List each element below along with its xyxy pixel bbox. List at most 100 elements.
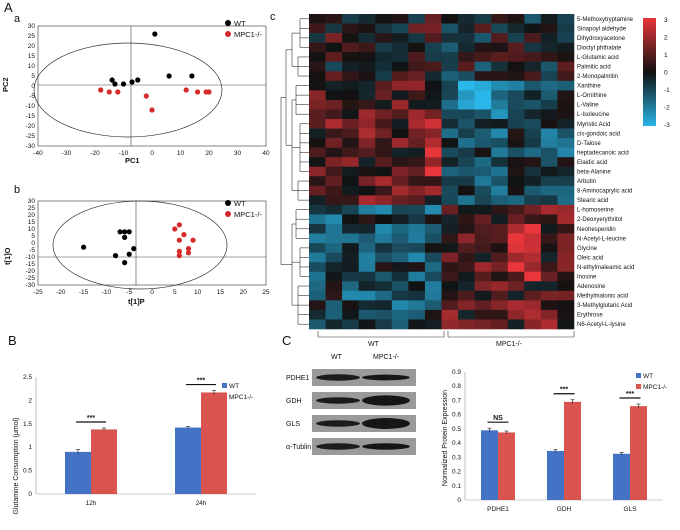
color-scale-label: -3: [664, 122, 670, 129]
barC-ytick: 0.8: [452, 383, 461, 390]
heatmap-cell: [391, 176, 409, 187]
heatmap-row-label: 8-Aminocaprylic acid: [577, 189, 632, 195]
heatmap-cell: [358, 128, 376, 139]
heatmap-cell: [358, 195, 376, 206]
heatmap-cell: [507, 42, 525, 53]
heatmap-cell: [309, 61, 326, 72]
pls-point-mpc: [172, 226, 178, 232]
heatmap-cell: [507, 281, 525, 292]
heatmap-row-label: Methylmalonic acid: [577, 294, 628, 300]
pls-point-mpc: [185, 250, 192, 256]
heatmap-cell: [375, 99, 393, 110]
heatmap-cell: [375, 33, 393, 43]
heatmap-cell: [375, 204, 393, 215]
heatmap-cell: [408, 52, 426, 63]
heatmap-cell: [458, 166, 475, 177]
heatmap-cell: [408, 23, 426, 34]
heatmap-cell: [540, 252, 558, 263]
heatmap-cell: [458, 109, 475, 120]
heatmap-cell: [540, 262, 558, 273]
pca-ytick: -10: [26, 103, 36, 110]
heatmap-cell: [458, 281, 475, 292]
heatmap-cell: [309, 252, 326, 263]
heatmap-cell: [491, 252, 509, 263]
heatmap-cell: [325, 99, 343, 110]
heatmap-cell: [375, 166, 393, 177]
pca-point-mpc: [115, 89, 121, 95]
heatmap-cell: [358, 300, 376, 311]
plsda-legend-mpc: MPC1-/-: [234, 210, 262, 219]
heatmap-cell: [458, 14, 475, 24]
heatmap-cell: [524, 109, 542, 120]
barC-ytick: 0.2: [452, 469, 461, 476]
heatmap-cell: [540, 90, 558, 101]
heatmap-cell: [507, 309, 525, 320]
heatmap-cell: [375, 214, 393, 225]
pls-point-mpc: [190, 237, 196, 243]
pca-point-wt: [135, 77, 141, 83]
heatmap-cell: [540, 166, 558, 177]
heatmap-cell: [391, 33, 409, 43]
heatmap-cell: [441, 109, 459, 120]
heatmap-cell: [342, 176, 359, 187]
heatmap-cell: [358, 243, 376, 253]
pca-point-mpc: [206, 89, 212, 95]
heatmap-cell: [358, 224, 376, 234]
heatmap-cell: [391, 262, 409, 273]
heatmap-cell: [358, 281, 376, 292]
heatmap-cell: [557, 166, 575, 177]
pca-point-wt: [152, 31, 158, 37]
barB-ytick: 1: [28, 444, 32, 451]
heatmap-cell: [491, 300, 509, 311]
heatmap-cell: [557, 271, 575, 282]
heatmap-cell: [408, 176, 426, 187]
pls-point-mpc: [176, 237, 182, 243]
pca-point-wt: [166, 73, 172, 79]
heatmap-cell: [524, 33, 542, 43]
heatmap-cell: [441, 99, 459, 110]
heatmap-cell: [391, 119, 409, 129]
heatmap-cell: [474, 185, 492, 196]
heatmap-cell: [375, 319, 393, 330]
barC-ytick: 0.4: [452, 440, 461, 447]
pls-xtick: 15: [217, 289, 225, 296]
heatmap-cell: [507, 204, 525, 215]
heatmap-cell: [391, 52, 409, 63]
heatmap-cell: [441, 90, 459, 101]
heatmap-cell: [540, 300, 558, 311]
heatmap-cell: [424, 309, 442, 320]
heatmap-cell: [408, 185, 426, 196]
heatmap-row-label: Palmitic acid: [577, 65, 611, 71]
plsda-plot: -25 -20 -15 -10 -5 0 5 10 15 20 25302520151050-5-1…: [3, 198, 270, 306]
heatmap-row-label: Stearic acid: [577, 198, 608, 204]
heatmap-cell: [441, 157, 459, 168]
protein-bar-chart: 0 0.1 0.2 0.3 0.4 0.5 0.6 0.7 0.8 0.9 PDHE1 NS GDH **…: [452, 369, 667, 513]
heatmap-cell: [408, 252, 426, 263]
heatmap-cell: [458, 23, 475, 34]
plsda-frame: [37, 200, 267, 286]
heatmap-cell: [524, 290, 542, 301]
heatmap-cell: [491, 195, 509, 206]
heatmap-cell: [342, 33, 359, 43]
pca-xtick: 40: [262, 150, 270, 157]
barC-ytick: 0.9: [452, 369, 461, 376]
heatmap-cell: [358, 80, 376, 91]
heatmap-cell: [474, 71, 492, 82]
heatmap-cell: [309, 138, 326, 148]
heatmap-cell: [524, 157, 542, 168]
heatmap-cell: [524, 80, 542, 91]
heatmap-cell: [474, 52, 492, 63]
heatmap-cell: [524, 243, 542, 253]
heatmap-cell: [424, 52, 442, 63]
barB-significance-label: ***: [87, 415, 95, 422]
heatmap-row-label: Erythrose: [577, 313, 603, 319]
heatmap-cell: [375, 42, 393, 53]
heatmap-cell: [358, 271, 376, 282]
heatmap-cell: [342, 61, 359, 72]
heatmap-cell: [342, 109, 359, 120]
barB-ylabel: Glutamine Consumption (μmol): [13, 417, 20, 514]
heatmap-cell: [458, 290, 475, 301]
barB-bar-mpc: [201, 392, 227, 494]
barC-legend-swatch: [636, 373, 641, 378]
